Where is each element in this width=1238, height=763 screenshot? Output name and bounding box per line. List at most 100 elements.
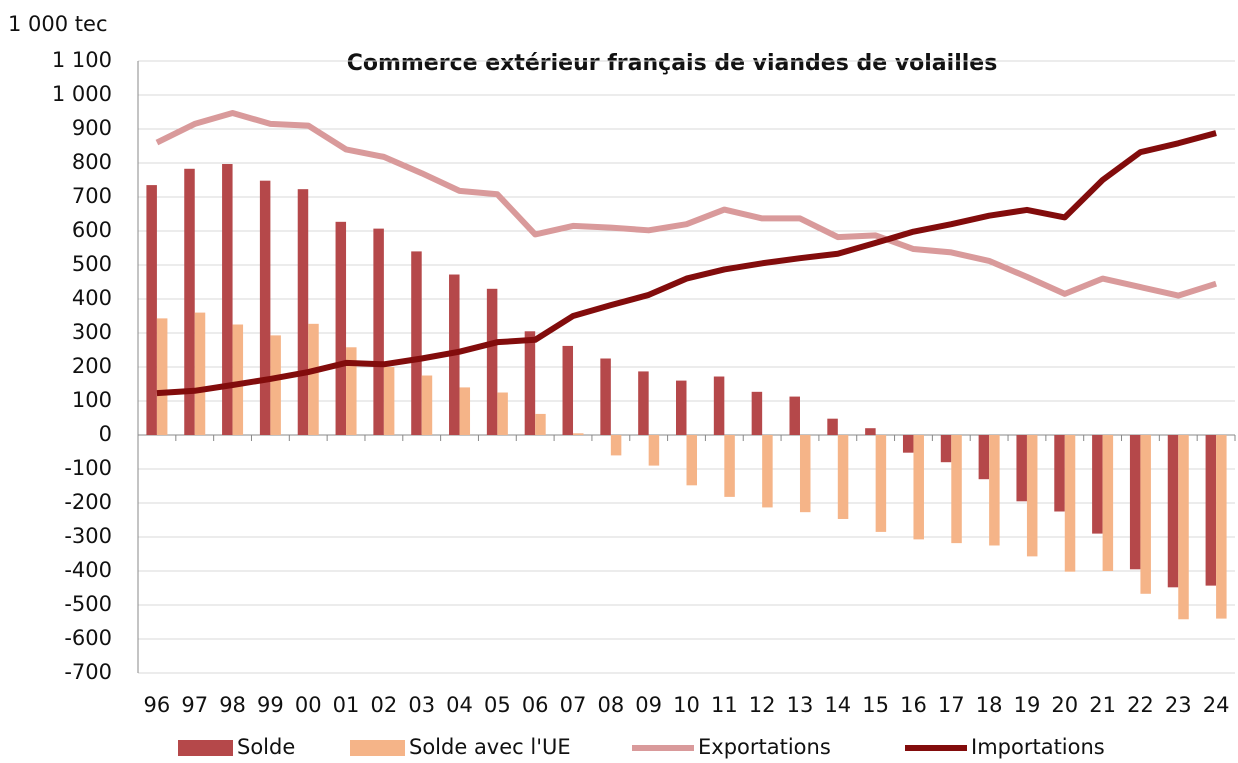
y-tick-label: 600 [72, 218, 112, 242]
bar [1016, 435, 1027, 502]
bar [562, 345, 574, 435]
bar [1167, 435, 1179, 588]
bar [535, 413, 546, 435]
bar [524, 331, 536, 435]
bar [989, 435, 1000, 546]
bar [940, 435, 952, 463]
x-tick-label: 11 [711, 693, 738, 717]
x-tick-label: 01 [333, 693, 360, 717]
bar [676, 380, 687, 435]
bar [156, 318, 168, 435]
x-tick-label: 03 [408, 693, 435, 717]
bar [978, 435, 990, 480]
x-tick-label: 14 [824, 693, 851, 717]
y-tick-label: -400 [64, 558, 112, 582]
x-tick-label: 15 [862, 693, 889, 717]
y-tick-label: 300 [72, 320, 112, 344]
bar [600, 358, 611, 435]
y-tick-label: -600 [64, 626, 112, 650]
bar [1216, 435, 1227, 619]
x-tick-label: 19 [1014, 693, 1041, 717]
bar [335, 221, 347, 435]
bar [875, 435, 887, 532]
x-tick-label: 00 [295, 693, 322, 717]
legend-label: Importations [971, 735, 1105, 759]
x-tick-label: 05 [484, 693, 511, 717]
y-tick-label: 200 [72, 354, 112, 378]
x-tick-label: 98 [219, 693, 246, 717]
x-tick-label: 23 [1165, 693, 1192, 717]
y-tick-label: -300 [64, 524, 112, 548]
legend-label: Solde [237, 735, 295, 759]
bar [827, 418, 838, 435]
x-tick-label: 04 [446, 693, 473, 717]
x-tick-label: 24 [1203, 693, 1230, 717]
y-tick-label: 500 [72, 252, 112, 276]
bar [751, 391, 763, 435]
bar [913, 435, 924, 540]
x-tick-label: 07 [560, 693, 587, 717]
bar [724, 435, 735, 497]
x-tick-label: 99 [257, 693, 284, 717]
bar [373, 228, 384, 435]
bar [497, 392, 508, 435]
bar [799, 435, 811, 513]
bar [383, 367, 395, 435]
legend-swatch [178, 740, 233, 756]
bar [762, 435, 773, 508]
x-tick-label: 17 [938, 693, 965, 717]
bar [297, 189, 309, 435]
bar [459, 387, 471, 435]
line-series [155, 110, 1217, 299]
x-tick-label: 06 [522, 693, 549, 717]
bar [837, 435, 849, 519]
bar [146, 185, 157, 435]
y-tick-label: -200 [64, 490, 112, 514]
bar [865, 428, 876, 435]
bar [951, 435, 962, 544]
y-tick-label: 1 100 [52, 48, 112, 72]
bar [713, 376, 725, 435]
bar [686, 435, 697, 486]
bar [1102, 435, 1114, 571]
x-tick-label: 21 [1089, 693, 1116, 717]
y-tick-label: 400 [72, 286, 112, 310]
chart-title: Commerce extérieur français de viandes d… [347, 51, 998, 76]
x-tick-label: 16 [900, 693, 927, 717]
y-tick-label: 800 [72, 150, 112, 174]
line-series [156, 130, 1217, 397]
y-tick-label: 700 [72, 184, 112, 208]
x-tick-label: 08 [597, 693, 624, 717]
x-tick-label: 22 [1127, 693, 1154, 717]
y-tick-label: 100 [72, 388, 112, 412]
x-tick-label: 13 [787, 693, 814, 717]
x-tick-label: 12 [749, 693, 776, 717]
legend-label: Exportations [698, 735, 831, 759]
bar [184, 168, 195, 435]
bar [648, 435, 660, 466]
bar [1026, 435, 1038, 557]
bar [1064, 435, 1076, 572]
x-tick-label: 02 [371, 693, 398, 717]
bar [346, 347, 357, 435]
bar [638, 371, 649, 435]
bar [1054, 435, 1065, 512]
bar [232, 324, 244, 435]
y-axis-unit: 1 000 tec [8, 12, 108, 36]
bar [411, 251, 422, 435]
y-tick-label: -700 [64, 660, 112, 684]
y-tick-label: -100 [64, 456, 112, 480]
bar [789, 396, 800, 435]
bar [259, 180, 271, 435]
x-tick-label: 97 [181, 693, 208, 717]
y-tick-label: -500 [64, 592, 112, 616]
x-tick-label: 09 [635, 693, 662, 717]
bar [1140, 435, 1151, 594]
bar [486, 288, 498, 435]
y-tick-label: 0 [99, 422, 112, 446]
x-tick-label: 10 [673, 693, 700, 717]
legend-label: Solde avec l'UE [409, 735, 571, 759]
bar [270, 335, 281, 435]
bar [194, 312, 206, 435]
